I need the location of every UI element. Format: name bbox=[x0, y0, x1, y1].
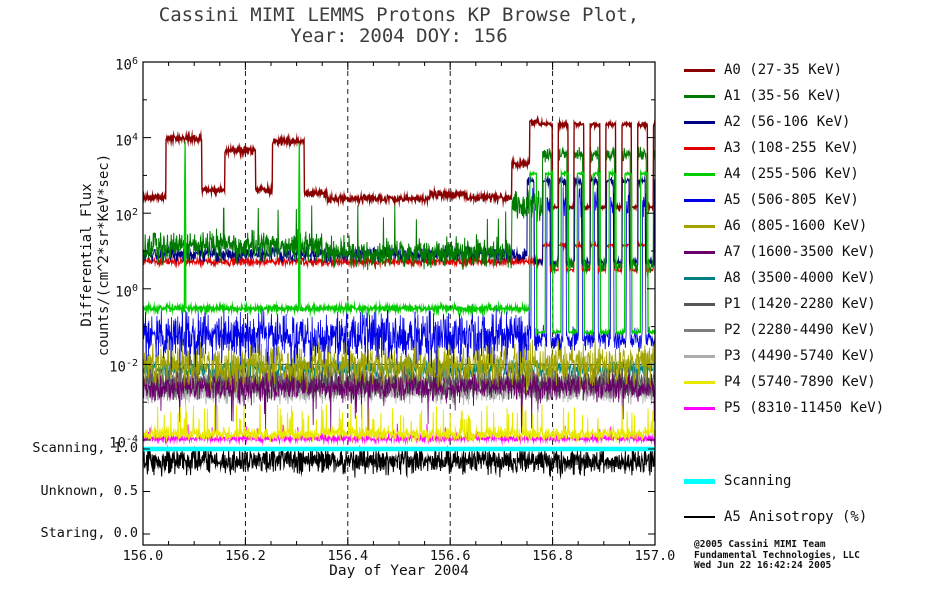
legend-item-a6: A6 (805-1600 KeV) bbox=[684, 216, 867, 236]
legend-item-a5: A5 (506-805 KeV) bbox=[684, 190, 859, 210]
credit-line-1: @2005 Cassini MIMI Team bbox=[694, 539, 826, 550]
x-tick-label: 156.0 bbox=[122, 548, 164, 564]
legend-item-p4: P4 (5740-7890 KeV) bbox=[684, 372, 876, 392]
legend-item-p3: P3 (4490-5740 KeV) bbox=[684, 346, 876, 366]
x-axis-label: Day of Year 2004 bbox=[329, 563, 469, 579]
credit-line-2: Fundamental Technologies, LLC bbox=[694, 549, 860, 561]
legend-label-a0: A0 (27-35 KeV) bbox=[724, 62, 843, 78]
legend-swatch-p1 bbox=[684, 302, 715, 306]
legend-swatch-anisotropy bbox=[684, 516, 715, 518]
y-tick-label: 10-4 bbox=[109, 434, 138, 452]
legend-label-p5: P5 (8310-11450 KeV) bbox=[724, 400, 885, 416]
legend-swatch-a6 bbox=[684, 224, 715, 228]
legend-swatch-a3 bbox=[684, 146, 715, 150]
mode-tick-label: Scanning, 1.0 bbox=[32, 440, 138, 456]
legend-label-p3: P3 (4490-5740 KeV) bbox=[724, 348, 876, 364]
legend-label-a7: A7 (1600-3500 KeV) bbox=[724, 244, 876, 260]
legend-label-a4: A4 (255-506 KeV) bbox=[724, 166, 859, 182]
legend-item-p1: P1 (1420-2280 KeV) bbox=[684, 294, 876, 314]
legend-item-a7: A7 (1600-3500 KeV) bbox=[684, 242, 876, 262]
legend-swatch-a2 bbox=[684, 120, 715, 124]
legend-swatch-scanning bbox=[684, 478, 715, 484]
legend-item-a4: A4 (255-506 KeV) bbox=[684, 164, 859, 184]
mode-tick-label: Staring, 0.0 bbox=[40, 525, 138, 541]
legend-label-a3: A3 (108-255 KeV) bbox=[724, 140, 859, 156]
legend-item-anisotropy: A5 Anisotropy (%) bbox=[684, 507, 867, 527]
legend-label-p1: P1 (1420-2280 KeV) bbox=[724, 296, 876, 312]
mode-tick-label: Unknown, 0.5 bbox=[40, 482, 138, 499]
legend-item-a2: A2 (56-106 KeV) bbox=[684, 112, 850, 132]
legend-label-a6: A6 (805-1600 KeV) bbox=[724, 218, 868, 234]
legend-item-p2: P2 (2280-4490 KeV) bbox=[684, 320, 876, 340]
legend-item-a0: A0 (27-35 KeV) bbox=[684, 60, 842, 80]
legend-label-scanning: Scanning bbox=[724, 473, 792, 489]
legend-swatch-a1 bbox=[684, 94, 715, 98]
legend-item-a1: A1 (35-56 KeV) bbox=[684, 86, 842, 106]
legend-label-a2: A2 (56-106 KeV) bbox=[724, 114, 851, 130]
legend-swatch-p2 bbox=[684, 328, 715, 332]
plot-title-line2: Year: 2004 DOY: 156 bbox=[290, 25, 508, 47]
plot-title-line1: Cassini MIMI LEMMS Protons KP Browse Plo… bbox=[158, 4, 640, 26]
legend-label-a1: A1 (35-56 KeV) bbox=[724, 88, 843, 104]
legend-swatch-p5 bbox=[684, 406, 715, 410]
x-tick-label: 156.4 bbox=[327, 548, 369, 564]
credit-block: @2005 Cassini MIMI Team Fundamental Tech… bbox=[694, 539, 860, 572]
x-tick-label: 157.0 bbox=[634, 548, 676, 564]
legend-swatch-a8 bbox=[684, 276, 715, 280]
legend-label-a8: A8 (3500-4000 KeV) bbox=[724, 270, 876, 286]
legend-swatch-a7 bbox=[684, 250, 715, 254]
x-tick-label: 156.6 bbox=[429, 548, 471, 564]
x-tick-label: 156.8 bbox=[532, 548, 573, 564]
legend-item-scanning: Scanning bbox=[684, 471, 791, 491]
y-tick-label: 106 bbox=[115, 56, 138, 74]
legend-swatch-p3 bbox=[684, 354, 715, 358]
credit-line-3: Wed Jun 22 16:42:24 2005 bbox=[694, 560, 832, 571]
legend-label-anisotropy: A5 Anisotropy (%) bbox=[724, 509, 868, 525]
x-tick-label: 156.2 bbox=[225, 548, 266, 564]
legend-swatch-a5 bbox=[684, 198, 715, 202]
y-tick-label: 10-2 bbox=[109, 358, 138, 377]
legend-item-a8: A8 (3500-4000 KeV) bbox=[684, 268, 876, 288]
legend-label-a5: A5 (506-805 KeV) bbox=[724, 192, 859, 208]
legend-label-p4: P4 (5740-7890 KeV) bbox=[724, 374, 876, 390]
legend-label-p2: P2 (2280-4490 KeV) bbox=[724, 322, 876, 338]
y-tick-label: 102 bbox=[115, 207, 138, 225]
legend-swatch-p4 bbox=[684, 380, 715, 384]
y-tick-label: 104 bbox=[115, 131, 138, 150]
y-tick-label: 100 bbox=[115, 282, 138, 301]
legend-swatch-a4 bbox=[684, 172, 715, 176]
legend-item-a3: A3 (108-255 KeV) bbox=[684, 138, 859, 158]
legend-swatch-a0 bbox=[684, 68, 715, 72]
legend-item-p5: P5 (8310-11450 KeV) bbox=[684, 398, 884, 418]
